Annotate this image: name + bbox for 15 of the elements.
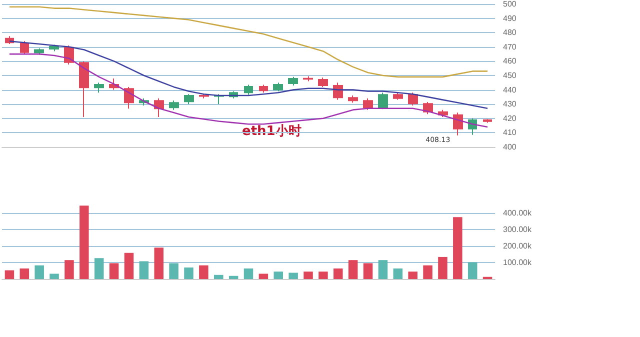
y-tick-label: 490 xyxy=(503,14,517,23)
y-tick-label: 200.00k xyxy=(503,242,532,251)
y-tick-label: 470 xyxy=(503,42,517,52)
y-tick-label: 420 xyxy=(503,114,517,123)
y-tick-label: 480 xyxy=(503,28,517,38)
y-tick-label: 400.00k xyxy=(503,208,532,218)
y-tick-label: 100.00k xyxy=(503,258,532,268)
y-tick-label: 400 xyxy=(503,142,517,152)
y-tick-label: 410 xyxy=(503,128,517,138)
y-tick-label: 450 xyxy=(503,71,517,80)
y-tick-label: 460 xyxy=(503,56,517,66)
y-tick-label: 500 xyxy=(503,0,517,8)
y-tick-label: 440 xyxy=(503,85,517,94)
y-tick-label: 430 xyxy=(503,100,517,109)
y-tick-label: 300.00k xyxy=(503,225,532,234)
